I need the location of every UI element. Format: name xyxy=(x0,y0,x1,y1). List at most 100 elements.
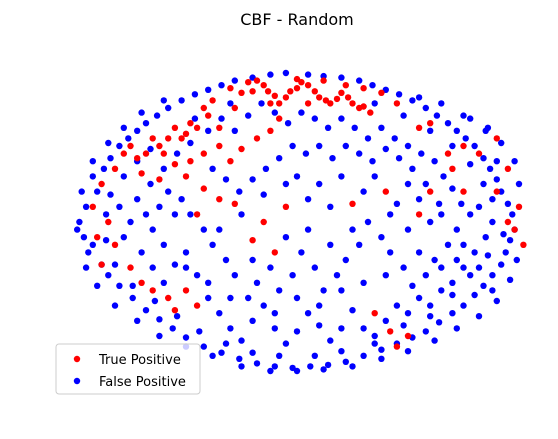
point-true-positive-18 xyxy=(327,100,334,107)
point-false-positive-76 xyxy=(127,218,134,226)
point-false-positive-118 xyxy=(400,264,407,271)
point-true-positive-90 xyxy=(460,188,467,195)
point-true-positive-35 xyxy=(171,124,179,131)
point-false-positive-264 xyxy=(102,211,110,218)
point-false-positive-238 xyxy=(506,276,514,283)
point-false-positive-293 xyxy=(453,256,460,264)
point-false-positive-164 xyxy=(431,158,438,165)
point-false-positive-1 xyxy=(76,218,83,226)
point-false-positive-287 xyxy=(205,279,212,286)
point-true-positive-39 xyxy=(142,150,150,157)
point-true-positive-25 xyxy=(367,109,374,116)
point-false-positive-268 xyxy=(147,145,154,153)
point-false-positive-196 xyxy=(238,211,245,218)
point-true-positive-32 xyxy=(182,130,190,137)
point-false-positive-122 xyxy=(356,241,363,248)
point-false-positive-170 xyxy=(395,155,403,162)
point-true-positive-103 xyxy=(393,100,401,107)
point-false-positive-169 xyxy=(409,165,416,172)
point-false-positive-280 xyxy=(271,310,278,317)
point-false-positive-247 xyxy=(484,252,492,259)
point-false-positive-0 xyxy=(82,203,90,210)
point-false-positive-83 xyxy=(193,272,201,279)
plot-area xyxy=(74,69,527,375)
point-true-positive-38 xyxy=(149,135,156,142)
point-false-positive-288 xyxy=(182,264,190,271)
point-false-positive-281 xyxy=(293,294,301,302)
point-false-positive-242 xyxy=(498,139,505,147)
point-true-positive-70 xyxy=(165,294,172,302)
point-true-positive-81 xyxy=(444,150,452,157)
point-false-positive-142 xyxy=(134,196,141,203)
point-false-positive-201 xyxy=(282,234,290,241)
point-false-positive-176 xyxy=(316,142,323,150)
point-false-positive-286 xyxy=(227,294,234,302)
point-true-positive-8 xyxy=(271,92,278,100)
point-false-positive-9 xyxy=(125,135,132,142)
point-false-positive-259 xyxy=(173,313,181,320)
point-true-positive-105 xyxy=(200,104,207,112)
point-true-positive-2 xyxy=(238,89,245,97)
point-false-positive-182 xyxy=(236,188,243,195)
point-true-positive-75 xyxy=(349,200,356,207)
point-false-positive-3 xyxy=(85,249,92,256)
point-false-positive-35 xyxy=(471,142,478,150)
point-true-positive-6 xyxy=(260,82,267,89)
point-false-positive-222 xyxy=(111,302,119,309)
point-false-positive-41 xyxy=(509,211,516,218)
point-false-positive-139 xyxy=(165,188,172,195)
point-true-positive-28 xyxy=(267,100,274,107)
point-false-positive-112 xyxy=(467,211,474,218)
point-false-positive-279 xyxy=(371,173,378,180)
point-false-positive-101 xyxy=(393,302,401,309)
point-false-positive-81 xyxy=(171,261,179,268)
point-true-positive-1 xyxy=(227,85,234,92)
point-false-positive-187 xyxy=(338,173,345,180)
point-false-positive-24 xyxy=(338,74,345,81)
point-false-positive-218 xyxy=(78,188,85,195)
point-false-positive-5 xyxy=(89,173,97,180)
point-true-positive-14 xyxy=(304,82,312,89)
point-false-positive-227 xyxy=(238,363,245,370)
point-true-positive-50 xyxy=(253,135,261,142)
point-true-positive-85 xyxy=(504,165,512,172)
point-false-positive-198 xyxy=(349,226,356,233)
point-false-positive-88 xyxy=(249,317,256,324)
point-true-positive-10 xyxy=(282,94,290,101)
point-false-positive-33 xyxy=(453,127,460,134)
point-false-positive-172 xyxy=(369,158,376,165)
point-false-positive-96 xyxy=(338,325,345,332)
point-true-positive-29 xyxy=(231,104,238,112)
point-false-positive-34 xyxy=(462,135,469,142)
point-false-positive-204 xyxy=(438,211,445,218)
point-false-positive-67 xyxy=(169,325,176,332)
point-false-positive-100 xyxy=(382,317,389,324)
point-false-positive-97 xyxy=(349,307,356,314)
point-false-positive-57 xyxy=(342,358,349,365)
point-false-positive-65 xyxy=(200,343,207,350)
point-false-positive-292 xyxy=(438,264,445,271)
point-false-positive-58 xyxy=(324,361,332,369)
point-false-positive-109 xyxy=(482,234,489,241)
point-true-positive-61 xyxy=(98,180,105,188)
point-false-positive-191 xyxy=(387,211,394,218)
point-false-positive-131 xyxy=(253,279,261,286)
point-false-positive-210 xyxy=(460,112,467,119)
point-true-positive-96 xyxy=(249,237,256,244)
point-true-positive-84 xyxy=(493,135,500,142)
point-false-positive-123 xyxy=(342,256,349,264)
point-false-positive-283 xyxy=(338,287,345,294)
point-false-positive-207 xyxy=(489,287,496,294)
point-false-positive-151 xyxy=(258,100,265,107)
point-false-positive-240 xyxy=(515,180,523,188)
point-true-positive-89 xyxy=(504,218,512,226)
point-false-positive-119 xyxy=(387,249,394,256)
point-true-positive-95 xyxy=(371,310,378,317)
point-false-positive-221 xyxy=(94,282,101,289)
point-false-positive-26 xyxy=(369,82,376,89)
point-false-positive-74 xyxy=(89,241,97,248)
point-false-positive-249 xyxy=(449,291,456,299)
point-false-positive-87 xyxy=(238,337,245,344)
point-false-positive-95 xyxy=(327,337,334,344)
